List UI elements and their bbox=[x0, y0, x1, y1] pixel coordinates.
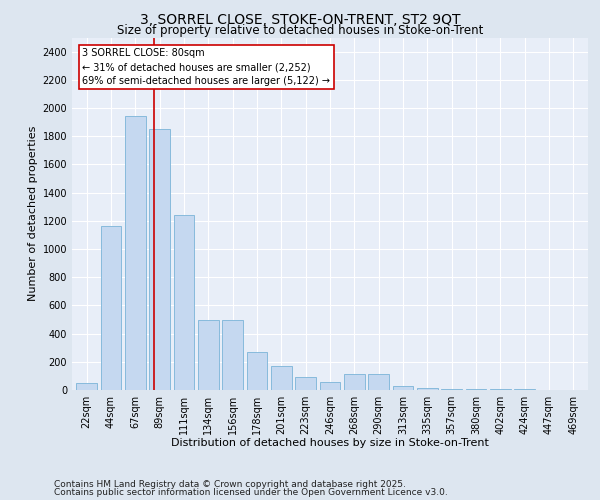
Bar bbox=[76, 383, 97, 390]
Bar bbox=[198, 320, 218, 390]
Bar bbox=[392, 386, 413, 390]
Bar bbox=[125, 116, 146, 390]
Bar bbox=[101, 226, 121, 390]
Bar bbox=[344, 374, 365, 390]
Bar bbox=[295, 378, 316, 390]
Text: Contains public sector information licensed under the Open Government Licence v3: Contains public sector information licen… bbox=[54, 488, 448, 497]
Bar bbox=[271, 366, 292, 390]
Bar bbox=[320, 382, 340, 390]
Bar bbox=[173, 215, 194, 390]
Text: 3 SORREL CLOSE: 80sqm
← 31% of detached houses are smaller (2,252)
69% of semi-d: 3 SORREL CLOSE: 80sqm ← 31% of detached … bbox=[82, 48, 331, 86]
Y-axis label: Number of detached properties: Number of detached properties bbox=[28, 126, 38, 302]
X-axis label: Distribution of detached houses by size in Stoke-on-Trent: Distribution of detached houses by size … bbox=[171, 438, 489, 448]
Text: 3, SORREL CLOSE, STOKE-ON-TRENT, ST2 9QT: 3, SORREL CLOSE, STOKE-ON-TRENT, ST2 9QT bbox=[140, 12, 460, 26]
Bar bbox=[442, 388, 462, 390]
Bar bbox=[222, 320, 243, 390]
Text: Size of property relative to detached houses in Stoke-on-Trent: Size of property relative to detached ho… bbox=[117, 24, 483, 37]
Bar bbox=[247, 352, 268, 390]
Text: Contains HM Land Registry data © Crown copyright and database right 2025.: Contains HM Land Registry data © Crown c… bbox=[54, 480, 406, 489]
Bar bbox=[417, 388, 438, 390]
Bar bbox=[368, 374, 389, 390]
Bar bbox=[149, 129, 170, 390]
